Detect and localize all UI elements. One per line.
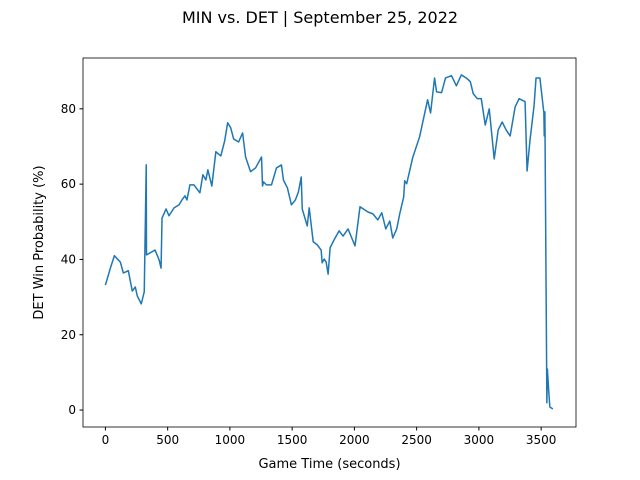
x-tick-label: 2500	[401, 433, 432, 447]
y-axis-label: DET Win Probability (%)	[32, 165, 47, 319]
x-tick-label: 0	[102, 433, 110, 447]
chart-title: MIN vs. DET | September 25, 2022	[182, 8, 458, 27]
x-tick-label: 1500	[277, 433, 308, 447]
y-tick-label: 0	[68, 403, 76, 417]
y-tick-label: 40	[61, 252, 76, 266]
y-tick-label: 60	[61, 177, 76, 191]
x-tick-label: 2000	[339, 433, 370, 447]
y-tick-label: 20	[61, 328, 76, 342]
x-tick-label: 3500	[526, 433, 557, 447]
x-axis-label: Game Time (seconds)	[258, 457, 400, 472]
y-tick-label: 80	[61, 102, 76, 116]
data-line	[104, 74, 554, 410]
x-tick-label: 1000	[215, 433, 246, 447]
x-tick-label: 3000	[464, 433, 495, 447]
plot-frame	[82, 57, 577, 428]
x-tick-label: 500	[156, 433, 179, 447]
